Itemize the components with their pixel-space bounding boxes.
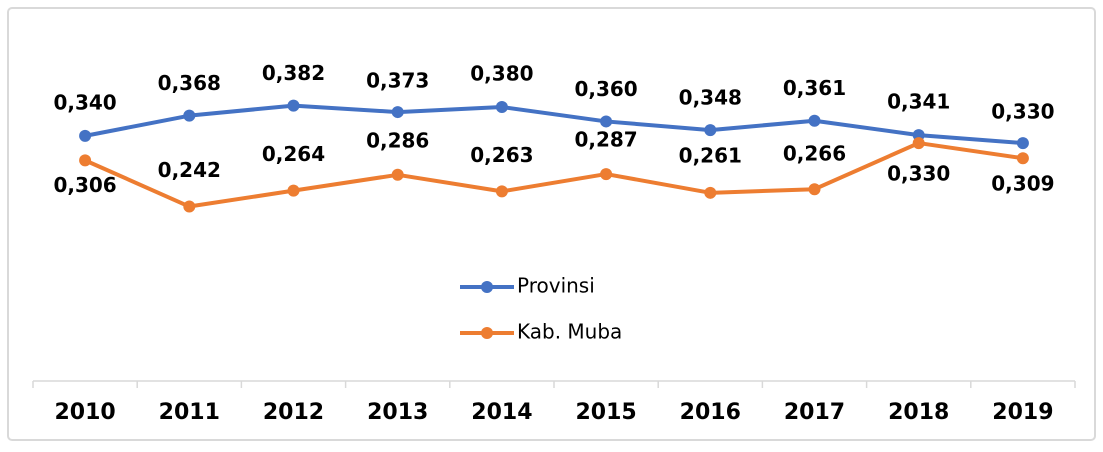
series-line [84,141,1024,209]
data-label: 0,261 [679,143,742,167]
data-label: 0,330 [991,100,1054,124]
data-label: 0,306 [53,173,116,197]
point-marker [287,184,300,197]
point-marker [391,168,404,181]
x-tick-label: 2014 [471,400,532,425]
point-marker [704,186,717,199]
data-label: 0,340 [53,90,116,114]
point-marker [183,200,196,213]
data-label: 0,242 [158,158,221,182]
data-label: 0,348 [679,86,742,110]
point-marker [79,154,92,167]
point-marker [808,114,821,127]
chart-border [7,7,1096,441]
legend-marker [481,327,493,339]
point-marker [79,129,92,142]
data-label: 0,263 [470,143,533,167]
data-label: 0,368 [158,71,221,95]
point-marker [912,137,925,150]
series-line [84,103,1024,146]
data-label: 0,361 [783,76,846,100]
point-marker [1016,152,1029,165]
x-tick-label: 2017 [784,400,845,425]
point-marker [495,101,508,114]
data-label: 0,341 [887,90,950,114]
x-tick-label: 2012 [263,400,324,425]
data-label: 0,286 [366,128,429,152]
data-label: 0,330 [887,162,950,186]
point-marker [704,124,717,137]
legend-label: Provinsi [517,274,595,298]
point-marker [495,185,508,198]
point-marker [808,183,821,196]
x-tick-label: 2010 [54,400,115,425]
data-label: 0,373 [366,69,429,93]
point-marker [600,115,613,128]
legend-marker [481,281,493,293]
point-marker [600,168,613,181]
data-label: 0,266 [783,142,846,166]
x-tick-label: 2011 [159,400,220,425]
point-marker [287,99,300,112]
data-label: 0,287 [574,128,637,152]
point-marker [183,109,196,122]
data-label: 0,382 [262,61,325,85]
point-marker [1016,137,1029,150]
data-label: 0,380 [470,62,533,86]
data-label: 0,309 [991,172,1054,196]
x-tick-label: 2015 [575,400,636,425]
data-label: 0,264 [262,142,325,166]
legend-label: Kab. Muba [517,320,622,344]
x-tick-label: 2013 [367,400,428,425]
x-tick-label: 2018 [888,400,949,425]
data-label: 0,360 [574,77,637,101]
point-marker [391,106,404,119]
x-tick-label: 2019 [992,400,1053,425]
x-tick-label: 2016 [680,400,741,425]
